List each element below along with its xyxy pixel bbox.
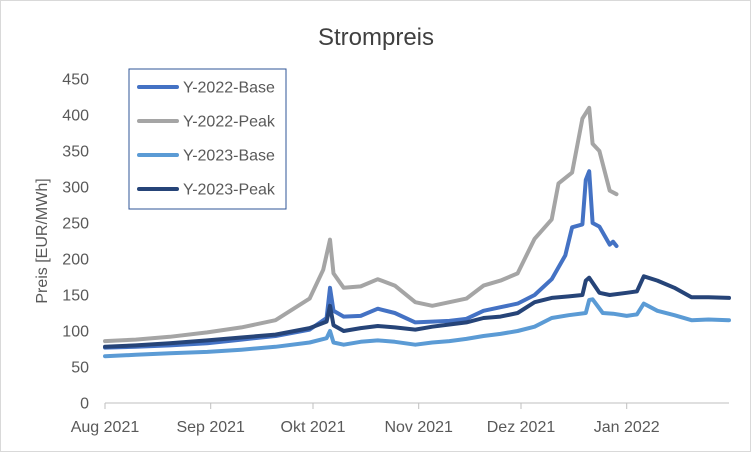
series-line-y-2023-peak [103,274,731,349]
x-tick-marks [104,403,628,409]
x-tick-label: Jan 2022 [594,419,660,436]
y-axis-label: Preis [EUR/MWh] [34,178,51,303]
series-line-y-2023-base [103,297,731,359]
x-tick-labels: Aug 2021 Sep 2021 Okt 2021 Nov 2021 Dez 2021… [71,419,660,436]
y-tick-labels: 0 50 100 150 200 250 300 350 400 450 [62,72,89,413]
legend-label: Y-2022-Peak [183,114,276,131]
y-tick-label: 100 [62,324,89,341]
x-tick-label: Aug 2021 [71,419,140,436]
series-line-y-2022-peak [103,105,619,344]
legend-box [128,68,287,210]
legend-items: Y-2022-Base Y-2022-Peak Y-2023-Base Y-2023-… [137,80,276,199]
y-tick-label: 150 [62,288,89,305]
legend: Y-2022-Base Y-2022-Peak Y-2023-Base Y-2023-… [128,68,287,210]
chart-title: Strompreis [318,24,434,51]
legend-label: Y-2022-Base [183,80,275,97]
y-tick-label: 400 [62,108,89,125]
y-tick-label: 250 [62,216,89,233]
y-tick-label: 350 [62,144,89,161]
y-tick-label: 200 [62,252,89,269]
y-tick-label: 300 [62,180,89,197]
y-tick-label: 50 [71,360,89,377]
legend-label: Y-2023-Base [183,148,275,165]
x-tick-label: Nov 2021 [384,419,453,436]
series-layer [103,105,731,359]
legend-label: Y-2023-Peak [183,182,276,199]
x-tick-label: Okt 2021 [281,419,346,436]
y-tick-label: 450 [62,72,89,89]
x-tick-label: Dez 2021 [487,419,556,436]
y-tick-label: 0 [80,396,89,413]
x-tick-label: Sep 2021 [176,419,245,436]
